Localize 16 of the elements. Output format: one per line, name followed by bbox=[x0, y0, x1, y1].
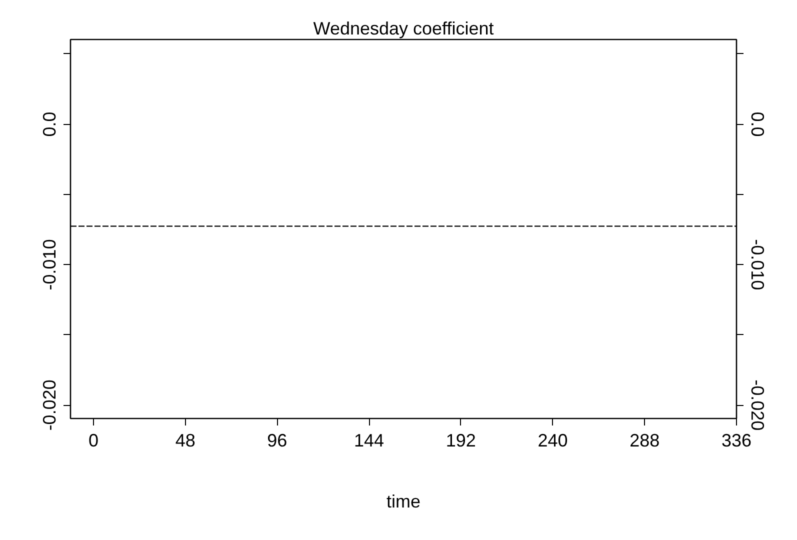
x-tick-label: 288 bbox=[630, 430, 660, 450]
x-axis-title: time bbox=[386, 492, 421, 512]
chart-title: Wednesday coefficient bbox=[313, 18, 494, 38]
x-tick-label: 240 bbox=[538, 430, 568, 450]
y-tick-label: -0.010 bbox=[40, 239, 60, 290]
x-tick-label: 48 bbox=[175, 430, 196, 450]
y-tick-label: 0.0 bbox=[40, 112, 60, 137]
x-tick-label: 336 bbox=[721, 430, 752, 450]
x-tick-label: 96 bbox=[267, 430, 288, 450]
y2-tick-label: 0.0 bbox=[748, 112, 768, 137]
x-tick-label: 0 bbox=[88, 430, 98, 450]
y-tick-label: -0.020 bbox=[40, 380, 60, 431]
y2-tick-label: -0.020 bbox=[748, 380, 768, 431]
x-tick-label: 192 bbox=[446, 430, 476, 450]
y2-tick-label: -0.010 bbox=[748, 239, 768, 290]
x-tick-label: 144 bbox=[354, 430, 384, 450]
